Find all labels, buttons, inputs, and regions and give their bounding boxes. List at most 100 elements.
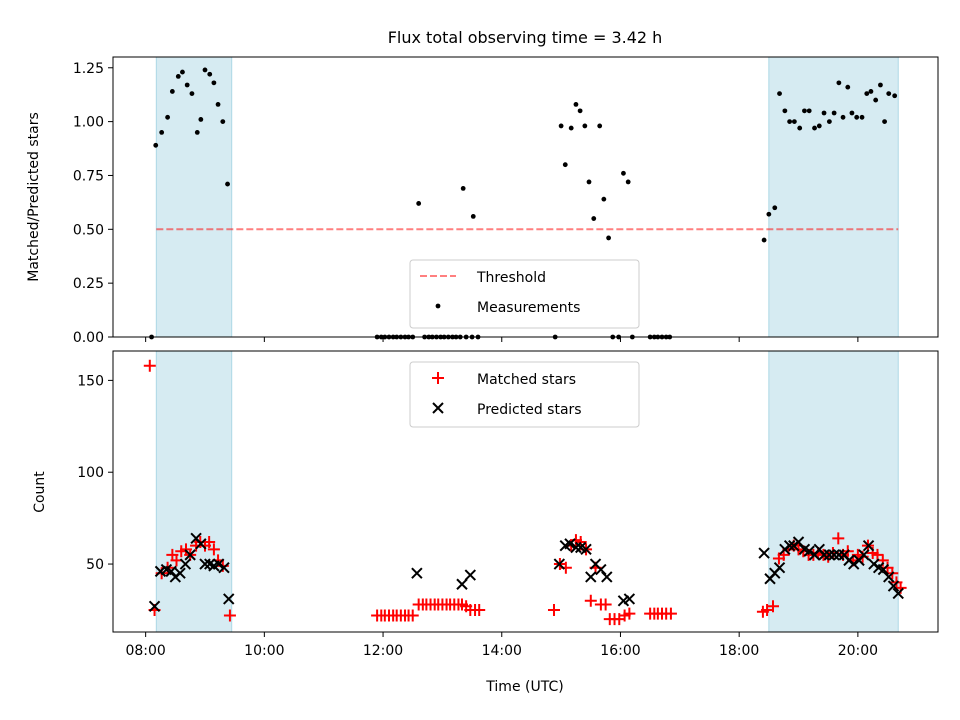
measurement-point [586,179,592,185]
predicted-star-point [823,549,836,561]
shaded-interval [768,56,899,338]
measurement-point [202,67,208,73]
y-tick-label: 1.00 [73,115,104,131]
predicted-star-point [883,571,895,583]
y-tick-label: 1.25 [73,61,104,77]
predicted-star-point [174,567,186,579]
measurement-point [159,129,165,135]
measurement-point [766,211,772,217]
predicted-star-point [601,571,613,583]
measurement-point [207,71,213,77]
measurement-point [864,91,870,97]
measurement-point [577,108,583,114]
legend-threshold-label: Threshold [476,270,546,286]
matched-star-point [547,603,560,616]
bottom-legend-box [409,361,640,428]
measurement-point [831,110,837,116]
x-tick-label: 20:00 [838,643,878,659]
measurement-point [211,80,217,86]
top-legend: Threshold Measurements [409,259,640,329]
top-y-ticks: 0.00 0.25 0.50 0.75 1.00 1.25 [73,61,113,346]
matched-star-point [473,603,486,616]
legend-predicted-swatch [432,402,444,414]
predicted-star-point [585,571,597,583]
matched-star-point [207,543,220,556]
y-tick-label: 0.50 [73,222,104,238]
chart-title: Flux total observing time = 3.42 h [388,28,663,47]
count-points [143,359,907,626]
matched-star-point [143,359,156,372]
shaded-interval [768,350,899,633]
measurement-point [868,89,874,94]
predicted-star-point [456,578,468,590]
bottom-x-ticks: 08:00 10:00 12:00 14:00 16:00 18:00 20:00 [125,632,878,659]
measurement-point [782,108,788,114]
top-y-axis-label: Matched/Predicted stars [26,112,42,282]
predicted-star-point [199,558,211,570]
shaded-interval [155,56,233,338]
measurement-point [859,114,865,120]
bottom-y-ticks: 50 100 150 [77,373,113,573]
measurement-point [802,108,807,114]
predicted-star-point [828,549,840,561]
predicted-star-point [887,580,900,592]
measurement-point [215,101,221,107]
matched-star-point [203,536,216,549]
y-tick-label: 100 [77,465,104,481]
measurement-point [597,123,603,129]
measurement-point [812,125,817,131]
measurement-point [416,201,422,206]
legend-matched-swatch [432,372,444,384]
matched-star-point [584,594,597,607]
measurement-point [873,97,879,103]
measurement-point [854,114,860,120]
measurement-point [165,114,171,120]
top-panel: 0.00 0.25 0.50 0.75 1.00 1.25 Matched/Predict… [26,56,939,346]
measurement-point [591,216,597,221]
predicted-star-point [218,562,230,574]
predicted-star-point [858,549,870,561]
y-tick-label: 50 [86,557,104,573]
predicted-star-point [223,593,235,605]
legend-measurements-swatch [435,303,441,309]
measurement-point [169,89,175,94]
matched-star-point [223,609,236,622]
measurement-point [460,185,466,191]
measurement-point [601,196,607,202]
measurement-point [840,114,846,120]
shaded-interval [155,350,233,633]
matched-star-point [574,536,587,549]
matched-star-point [599,598,612,611]
measurement-point [821,110,827,116]
measurement-point [184,82,190,88]
matched-star-point [406,609,419,622]
predicted-star-point [848,558,860,570]
bottom-plot-frame [112,350,939,633]
predicted-star-point [553,558,566,570]
predicted-star-point [877,563,890,576]
measurement-point [836,80,842,86]
measurement-point [826,119,832,125]
y-tick-label: 0.75 [73,168,104,184]
x-tick-label: 10:00 [244,643,284,659]
x-tick-label: 08:00 [125,643,165,659]
measurement-point [845,84,851,90]
bottom-y-axis-label: Count [32,471,48,513]
y-tick-label: 150 [77,373,104,389]
top-plot-frame [112,56,939,338]
legend-measurements-label: Measurements [477,300,580,316]
measurement-point [582,123,588,129]
predicted-star-point [773,562,786,574]
predicted-star-point [464,569,477,581]
measurement-point [180,69,185,75]
predicted-star-point [862,539,875,552]
measurement-point [772,205,778,211]
measurement-point [175,73,181,79]
bottom-panel: 50 100 150 08:00 10:00 12:00 14:00 16:00 18:00 2… [32,350,939,695]
bottom-shaded-intervals [155,350,899,633]
predicted-star-point [623,593,636,605]
matched-star-point [767,600,779,613]
matched-star-point [623,607,636,620]
measurement-point [606,235,611,241]
